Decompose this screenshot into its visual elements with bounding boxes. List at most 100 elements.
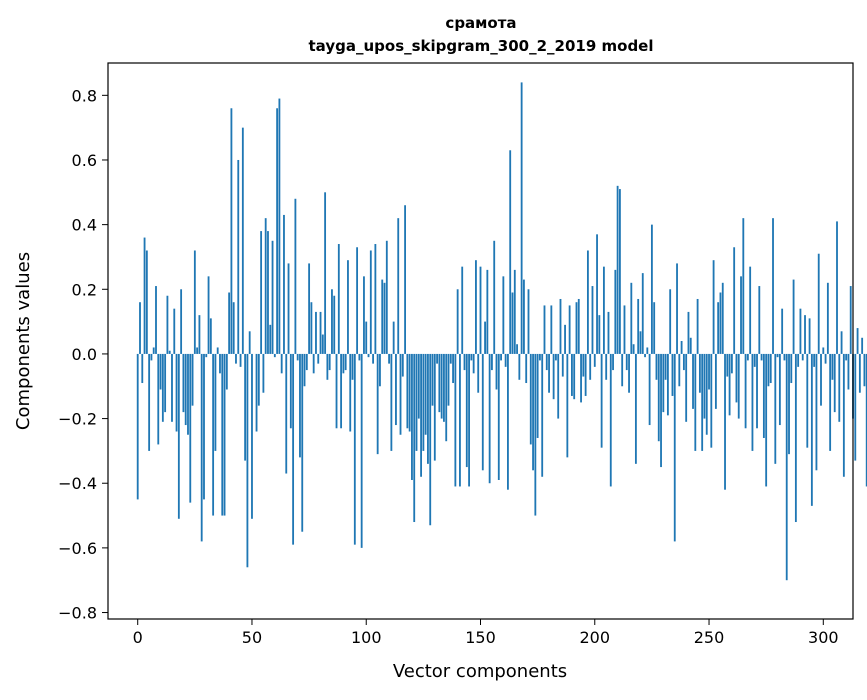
bar-201 [596,234,598,354]
bar-186 [562,354,564,377]
bar-58 [269,325,271,354]
bar-266 [745,354,747,428]
bar-215 [628,354,630,393]
bar-204 [603,267,605,354]
bar-249 [706,354,708,435]
bar-106 [379,354,381,386]
bar-64 [283,215,285,354]
bar-140 [457,289,459,354]
bar-262 [736,354,738,402]
bar-57 [267,231,269,354]
x-tick-label: 300 [808,628,839,647]
bar-44 [237,160,239,354]
bar-245 [697,299,699,354]
bar-209 [614,270,616,354]
bar-305 [834,354,836,412]
bar-197 [587,250,589,353]
bar-15 [171,354,173,422]
bar-41 [230,108,232,354]
bar-124 [420,354,422,477]
bar-131 [436,354,438,364]
bar-132 [438,354,440,412]
bar-213 [624,305,626,353]
bar-277 [770,354,772,383]
bar-248 [704,354,706,419]
bar-115 [400,354,402,435]
bar-291 [802,354,804,360]
bar-92 [347,260,349,354]
bar-23 [189,354,191,503]
bar-184 [557,354,559,419]
bar-233 [669,289,671,354]
bar-138 [452,354,454,383]
bar-159 [500,354,502,360]
bar-180 [548,354,550,393]
bar-183 [555,354,557,360]
bar-217 [633,344,635,354]
bar-139 [454,354,456,487]
bar-211 [619,189,621,354]
y-tick-label: 0.0 [72,345,97,364]
bar-68 [292,354,294,545]
bar-143 [464,354,466,370]
bar-80 [320,312,322,354]
bar-231 [665,354,667,380]
bar-282 [781,309,783,354]
bar-62 [278,99,280,354]
bar-3 [144,238,146,354]
bar-16 [173,309,175,354]
bar-84 [329,354,331,370]
bar-182 [553,354,555,399]
bar-126 [425,354,427,435]
bar-12 [164,354,166,412]
bar-120 [411,354,413,480]
bar-70 [297,354,299,360]
bar-142 [461,267,463,354]
bar-27 [199,315,201,354]
bar-17 [176,354,178,432]
bar-234 [672,354,674,396]
bar-219 [637,299,639,354]
bar-255 [720,293,722,354]
bar-134 [443,354,445,422]
bar-94 [352,354,354,380]
bar-152 [484,322,486,354]
bar-83 [326,354,328,380]
bar-39 [226,354,228,390]
bar-225 [651,225,653,354]
bar-207 [610,354,612,487]
bar-123 [418,354,420,419]
bar-251 [710,354,712,448]
bar-0 [137,354,139,499]
bar-158 [498,354,500,480]
bar-281 [779,354,781,425]
bar-307 [838,354,840,422]
bar-45 [240,354,242,367]
bar-222 [644,354,646,357]
bar-189 [569,305,571,353]
bar-109 [386,241,388,354]
bar-26 [196,347,198,353]
bar-161 [505,354,507,367]
x-tick-label: 50 [242,628,262,647]
bar-193 [578,299,580,354]
bar-257 [724,354,726,490]
bar-198 [589,354,591,380]
bar-302 [827,283,829,354]
bar-284 [786,354,788,580]
bar-48 [246,354,248,567]
chart-title-line1: срамота [445,14,516,32]
bar-250 [708,354,710,390]
bar-310 [845,354,847,360]
bar-79 [317,354,319,364]
bar-163 [509,150,511,354]
bar-54 [260,231,262,354]
bar-287 [793,280,795,354]
bar-176 [539,354,541,360]
bar-232 [667,354,669,415]
bar-96 [356,247,358,354]
bar-212 [621,354,623,386]
bar-156 [493,241,495,354]
x-tick-label: 0 [133,628,143,647]
bar-171 [528,289,530,354]
